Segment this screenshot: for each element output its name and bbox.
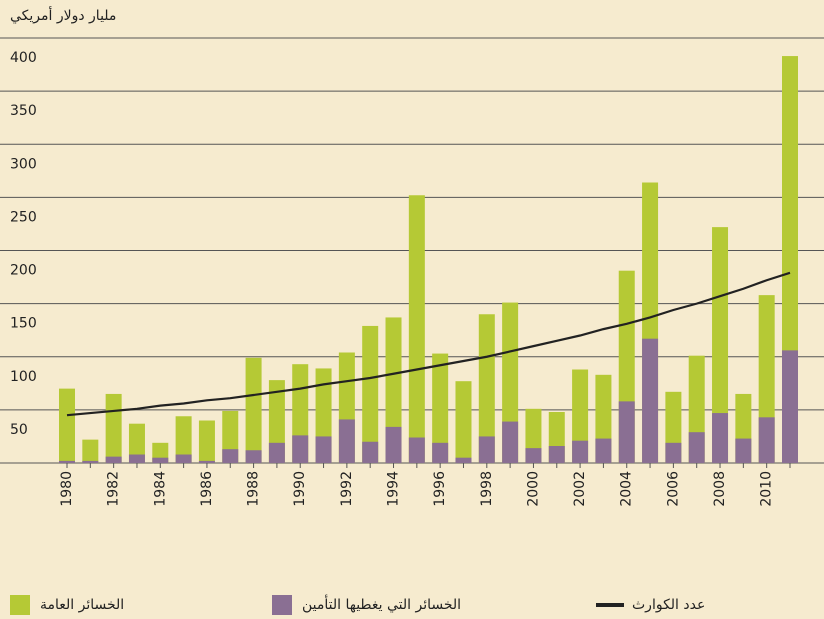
legend-label: الخسائر العامة (40, 597, 124, 613)
x-tick-label: 2002 (572, 471, 588, 507)
bar (268, 380, 285, 463)
bar (455, 457, 472, 463)
bar (128, 423, 145, 463)
bar (432, 353, 449, 463)
bar (455, 381, 472, 463)
y-tick-label: 150 (10, 316, 37, 332)
bar (572, 369, 589, 463)
x-tick-label: 2008 (712, 471, 728, 507)
bar (572, 440, 589, 463)
bar (385, 426, 402, 463)
legend-swatch (272, 595, 292, 615)
bar (688, 432, 705, 463)
bar (105, 393, 122, 463)
x-tick-label: 2006 (665, 471, 681, 507)
bar (385, 317, 402, 463)
y-tick-label: 100 (10, 369, 37, 385)
y-tick-label: 400 (10, 50, 37, 66)
legend-swatch (10, 595, 30, 615)
bar (82, 439, 99, 463)
bar (525, 448, 542, 463)
bar (502, 421, 519, 463)
x-tick-label: 1992 (339, 471, 355, 507)
x-tick-label: 1980 (59, 471, 75, 507)
y-tick-label: 300 (10, 156, 37, 172)
bar (105, 456, 122, 463)
bar (315, 436, 332, 463)
x-tick-label: 1998 (479, 471, 495, 507)
x-tick-label: 1982 (106, 471, 122, 507)
bar (268, 442, 285, 463)
y-tick-label: 200 (10, 263, 37, 279)
bar (128, 454, 145, 463)
bar (548, 446, 565, 463)
bar (362, 325, 379, 463)
x-tick-label: 1988 (246, 471, 262, 507)
legend-label: عدد الكوارث (632, 597, 705, 613)
bar (595, 438, 612, 463)
bar (712, 227, 729, 463)
bar (735, 438, 752, 463)
legend-swatch (596, 603, 624, 607)
x-tick-label: 1994 (386, 471, 402, 507)
bar (175, 454, 192, 463)
x-tick-label: 2000 (525, 471, 541, 507)
bar (198, 460, 215, 463)
bar (618, 401, 635, 463)
y-tick-label: 250 (10, 209, 37, 225)
line (66, 271, 791, 417)
bar (478, 314, 495, 463)
bar (478, 436, 495, 463)
bar (292, 435, 309, 463)
bar (175, 416, 192, 463)
x-tick-label: 2010 (759, 471, 775, 507)
x-tick-label: 1984 (152, 471, 168, 507)
bar (152, 457, 169, 463)
bar (712, 413, 729, 463)
y-tick-label: 350 (10, 103, 37, 119)
bar (198, 420, 215, 463)
bar (222, 449, 239, 463)
y-axis-label: مليار دولار أمريكي (10, 6, 116, 24)
x-tick-label: 1996 (432, 471, 448, 507)
bar (245, 450, 262, 463)
bar (338, 419, 355, 463)
bar (782, 350, 798, 463)
bar (59, 460, 75, 463)
x-tick-label: 1986 (199, 471, 215, 507)
bar (408, 195, 425, 463)
bar (362, 441, 379, 463)
bar (408, 437, 425, 463)
bar (59, 388, 75, 463)
bar (432, 442, 449, 463)
bar (642, 338, 659, 463)
x-tick-label: 2004 (619, 471, 635, 507)
bar (758, 417, 775, 463)
x-tick-label: 1990 (292, 471, 308, 507)
bar (245, 357, 262, 463)
bar (665, 442, 682, 463)
y-tick-label: 50 (10, 422, 28, 438)
legend-label: الخسائر التي يغطيها التأمين (302, 594, 461, 613)
bar (82, 460, 99, 463)
